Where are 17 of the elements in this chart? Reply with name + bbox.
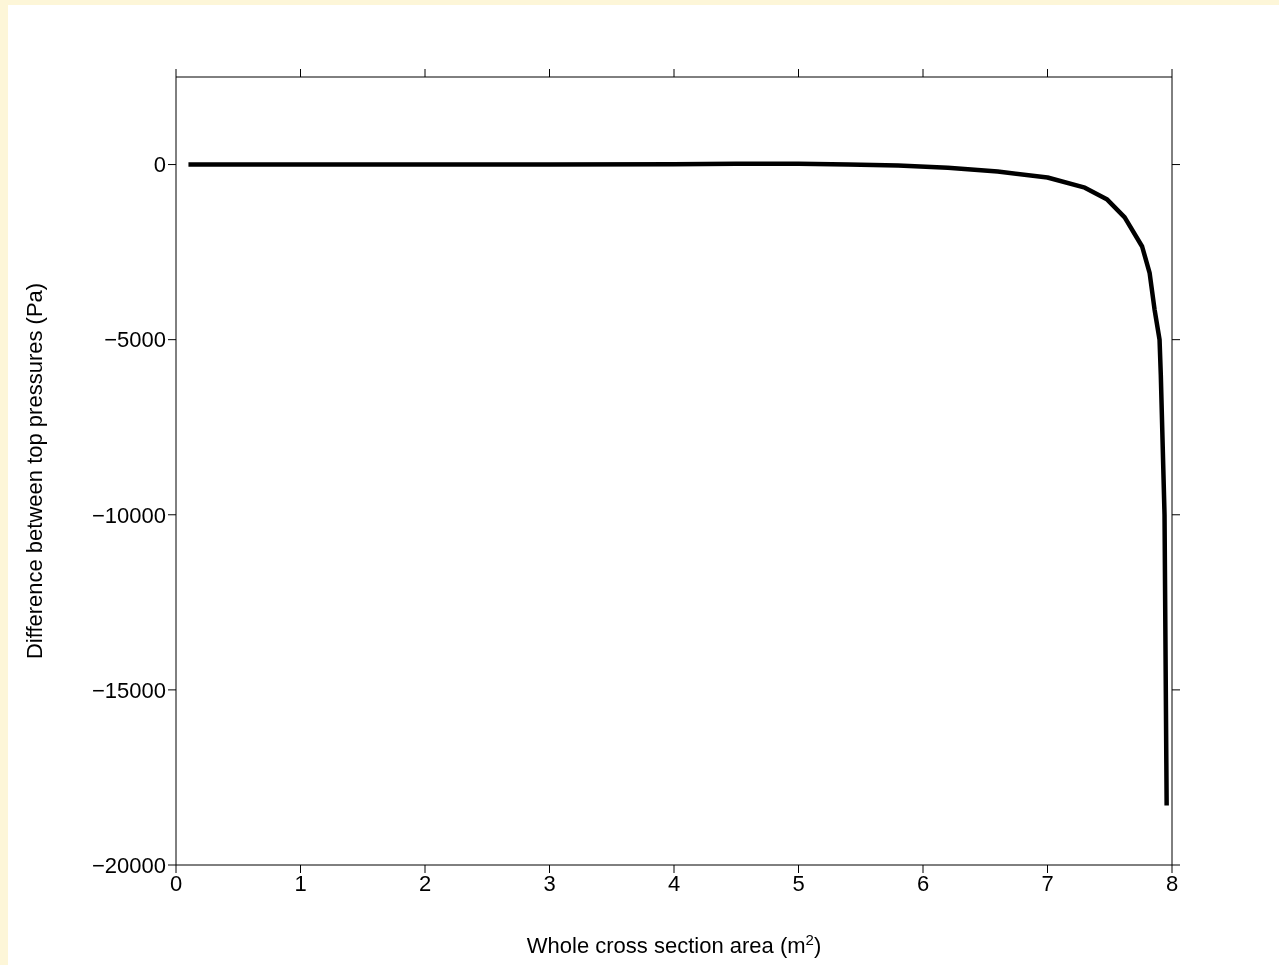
x-tick-label: 1 bbox=[294, 870, 307, 896]
y-tick-label: −10000 bbox=[91, 502, 166, 528]
x-tick-label: 4 bbox=[667, 870, 681, 896]
y-axis-title: Difference between top pressures (Pa) bbox=[21, 282, 47, 660]
y-tick-label: −5000 bbox=[104, 327, 166, 353]
y-tick-label: −15000 bbox=[91, 677, 166, 703]
x-axis-title: Whole cross section area (m$^{2}$) bbox=[526, 930, 822, 958]
x-tick-label: 3 bbox=[543, 870, 556, 896]
x-tick-label: 6 bbox=[916, 870, 930, 896]
y-tick-label: 0 bbox=[153, 152, 166, 178]
x-tick-label: 0 bbox=[169, 870, 183, 896]
x-tick-label: 7 bbox=[1041, 870, 1054, 896]
x-tick-label: 5 bbox=[792, 870, 805, 896]
line-series bbox=[186, 161, 1169, 808]
x-tick-label: 2 bbox=[418, 870, 432, 896]
y-tick-label: −20000 bbox=[91, 852, 166, 878]
x-tick-label: 8 bbox=[1165, 870, 1179, 896]
